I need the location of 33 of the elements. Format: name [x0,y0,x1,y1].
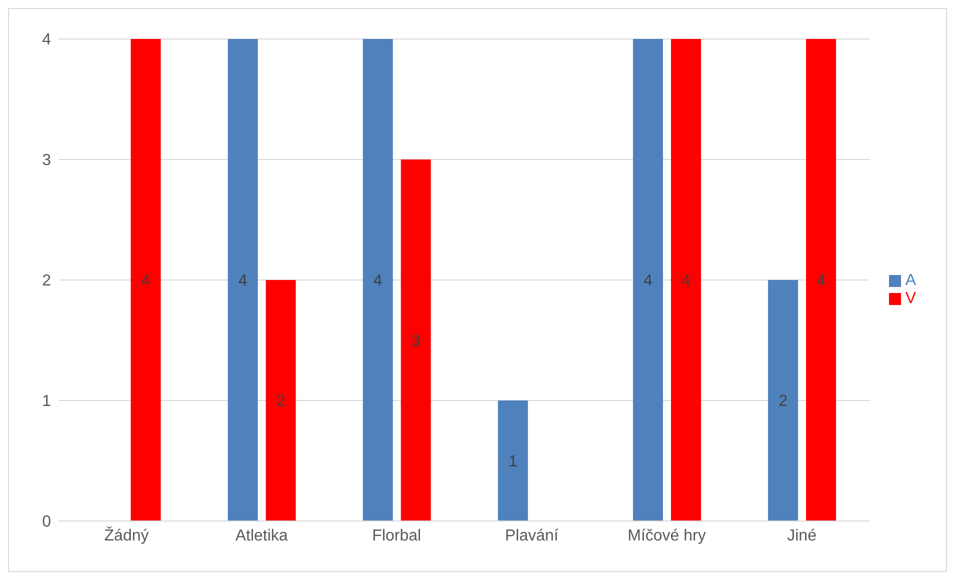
bar [806,39,836,521]
bar [768,280,798,521]
bar [632,39,663,521]
data-label: 1 [508,453,518,470]
y-tick-label: 3 [42,152,52,170]
x-tick-label: Atletika [235,527,288,544]
x-tick-label: Jiné [787,527,817,544]
legend-label: V [905,290,916,307]
y-tick-label: 2 [42,272,52,290]
x-tick-label: Žádný [104,526,149,544]
x-tick-label: Florbal [372,527,422,544]
data-label: 2 [276,393,286,410]
data-label: 4 [141,272,150,290]
data-label: 4 [682,272,691,290]
bar [266,280,296,521]
bar [498,400,528,521]
bar [228,39,258,521]
bar [362,39,393,521]
data-label: 4 [373,272,382,290]
legend-label: A [905,272,916,289]
bar [670,39,701,521]
data-label: 4 [644,272,653,290]
x-tick-label: Míčové hry [628,527,706,544]
x-tick-label: Plavání [505,527,559,544]
data-label: 4 [816,272,826,290]
y-tick-label: 0 [42,514,52,531]
data-label: 3 [411,332,420,350]
bar [130,39,161,521]
data-label: 2 [778,393,788,410]
y-tick-label: 4 [42,32,52,49]
bar [400,160,431,521]
data-label: 4 [238,272,248,290]
y-tick-label: 1 [42,393,52,410]
